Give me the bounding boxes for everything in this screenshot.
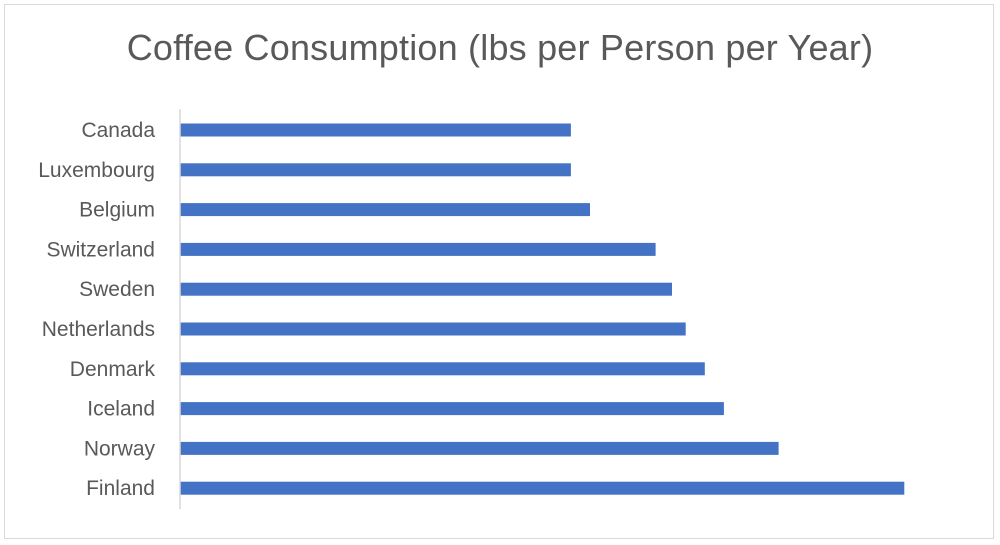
category-labels-group: Canada Luxembourg Belgium Switzerland Sweden… xyxy=(38,119,155,500)
bar-sweden xyxy=(180,282,672,296)
bar-netherlands xyxy=(180,322,686,336)
bars-group xyxy=(180,123,905,495)
category-label-luxembourg: Luxembourg xyxy=(38,159,155,182)
bar-switzerland xyxy=(180,242,656,256)
category-label-belgium: Belgium xyxy=(79,199,155,222)
category-label-finland: Finland xyxy=(86,477,155,500)
category-label-canada: Canada xyxy=(81,119,155,142)
category-label-netherlands: Netherlands xyxy=(42,318,155,341)
category-label-norway: Norway xyxy=(84,437,156,460)
category-label-sweden: Sweden xyxy=(79,278,155,301)
bar-canada xyxy=(180,123,571,137)
chart-title: Coffee Consumption (lbs per Person per Y… xyxy=(126,27,874,68)
bar-norway xyxy=(180,441,779,455)
bar-luxembourg xyxy=(180,163,571,177)
category-label-switzerland: Switzerland xyxy=(46,238,155,261)
bar-finland xyxy=(180,481,905,495)
bar-belgium xyxy=(180,203,590,217)
category-label-iceland: Iceland xyxy=(87,398,155,421)
category-label-denmark: Denmark xyxy=(70,358,156,381)
bar-iceland xyxy=(180,402,724,416)
bar-denmark xyxy=(180,362,705,376)
